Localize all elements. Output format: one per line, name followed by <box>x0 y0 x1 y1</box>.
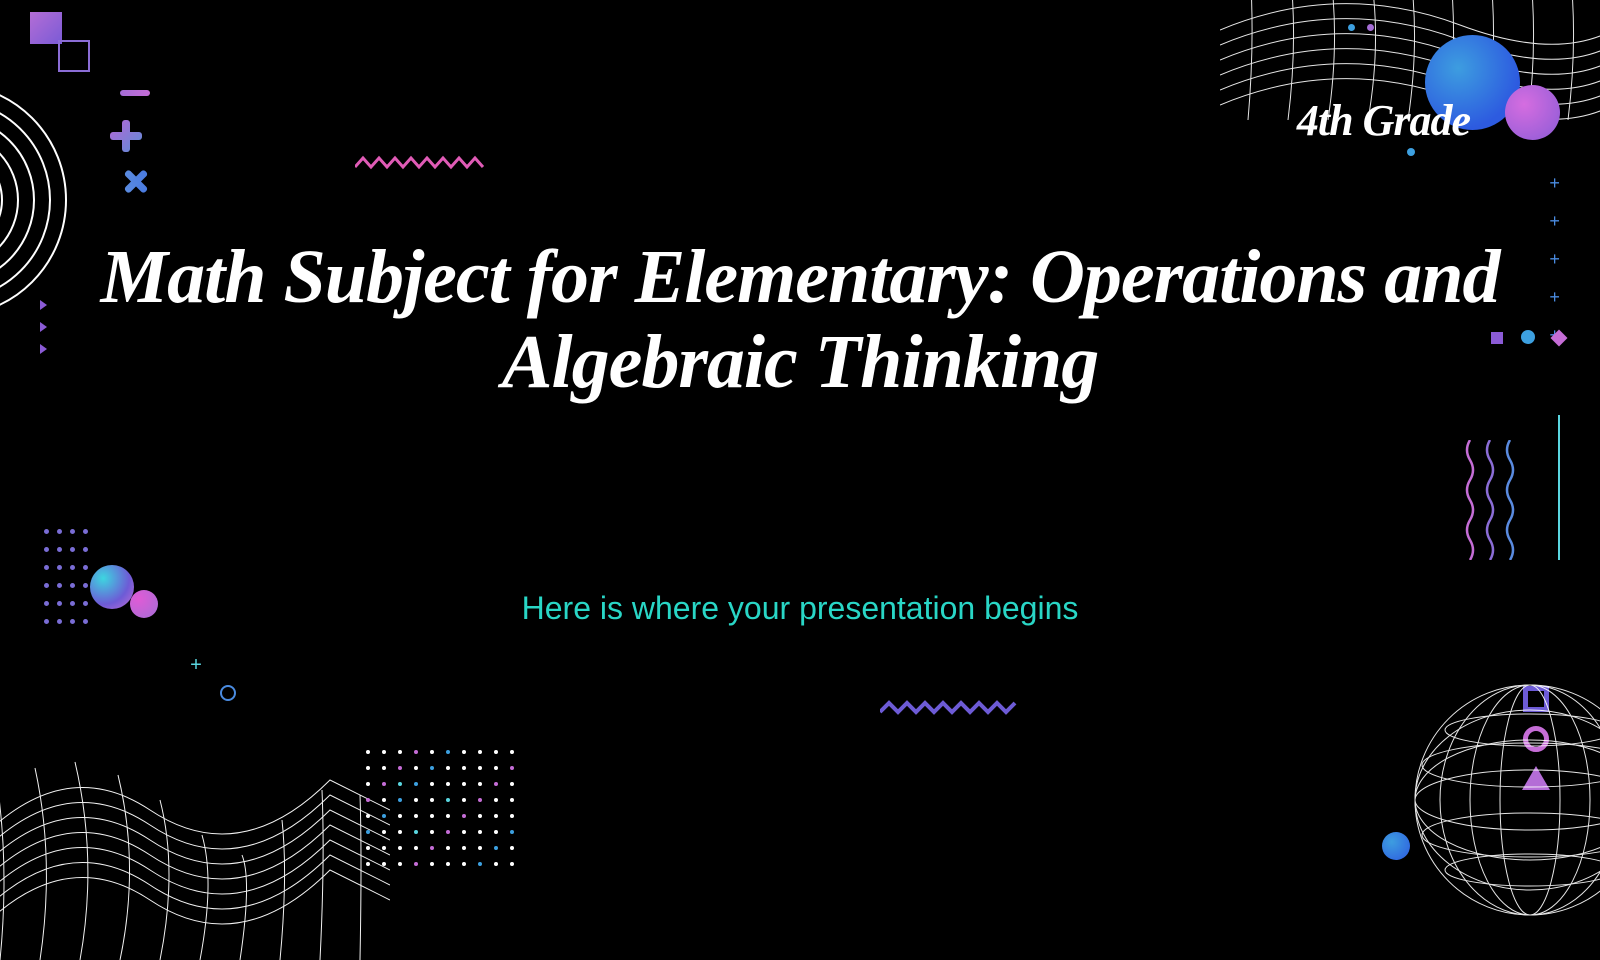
subtitle: Here is where your presentation begins <box>80 590 1520 627</box>
dots-pair-tr <box>1342 18 1380 36</box>
math-symbols-icon <box>100 90 160 210</box>
dot-grid-left <box>40 525 92 633</box>
zigzag-top-icon <box>355 155 485 171</box>
main-title: Math Subject for Elementary: Operations … <box>80 235 1520 405</box>
wireframe-sphere-br <box>1360 660 1600 920</box>
dot-grid-bottom: (function(){ const colors=["#ffffff","#f… <box>360 742 520 870</box>
plus-column-right: +++++ <box>1549 175 1560 347</box>
vertical-line-right <box>1558 415 1560 560</box>
grade-label: 4th Grade <box>1297 95 1470 146</box>
triangles-left <box>40 300 47 354</box>
tiny-dot-tr <box>1407 148 1415 156</box>
wavy-lines-right <box>1462 440 1522 560</box>
small-plus-icon: + <box>190 655 202 678</box>
zigzag-bottom-icon <box>880 700 1020 716</box>
mesh-wave-bl <box>0 680 390 960</box>
